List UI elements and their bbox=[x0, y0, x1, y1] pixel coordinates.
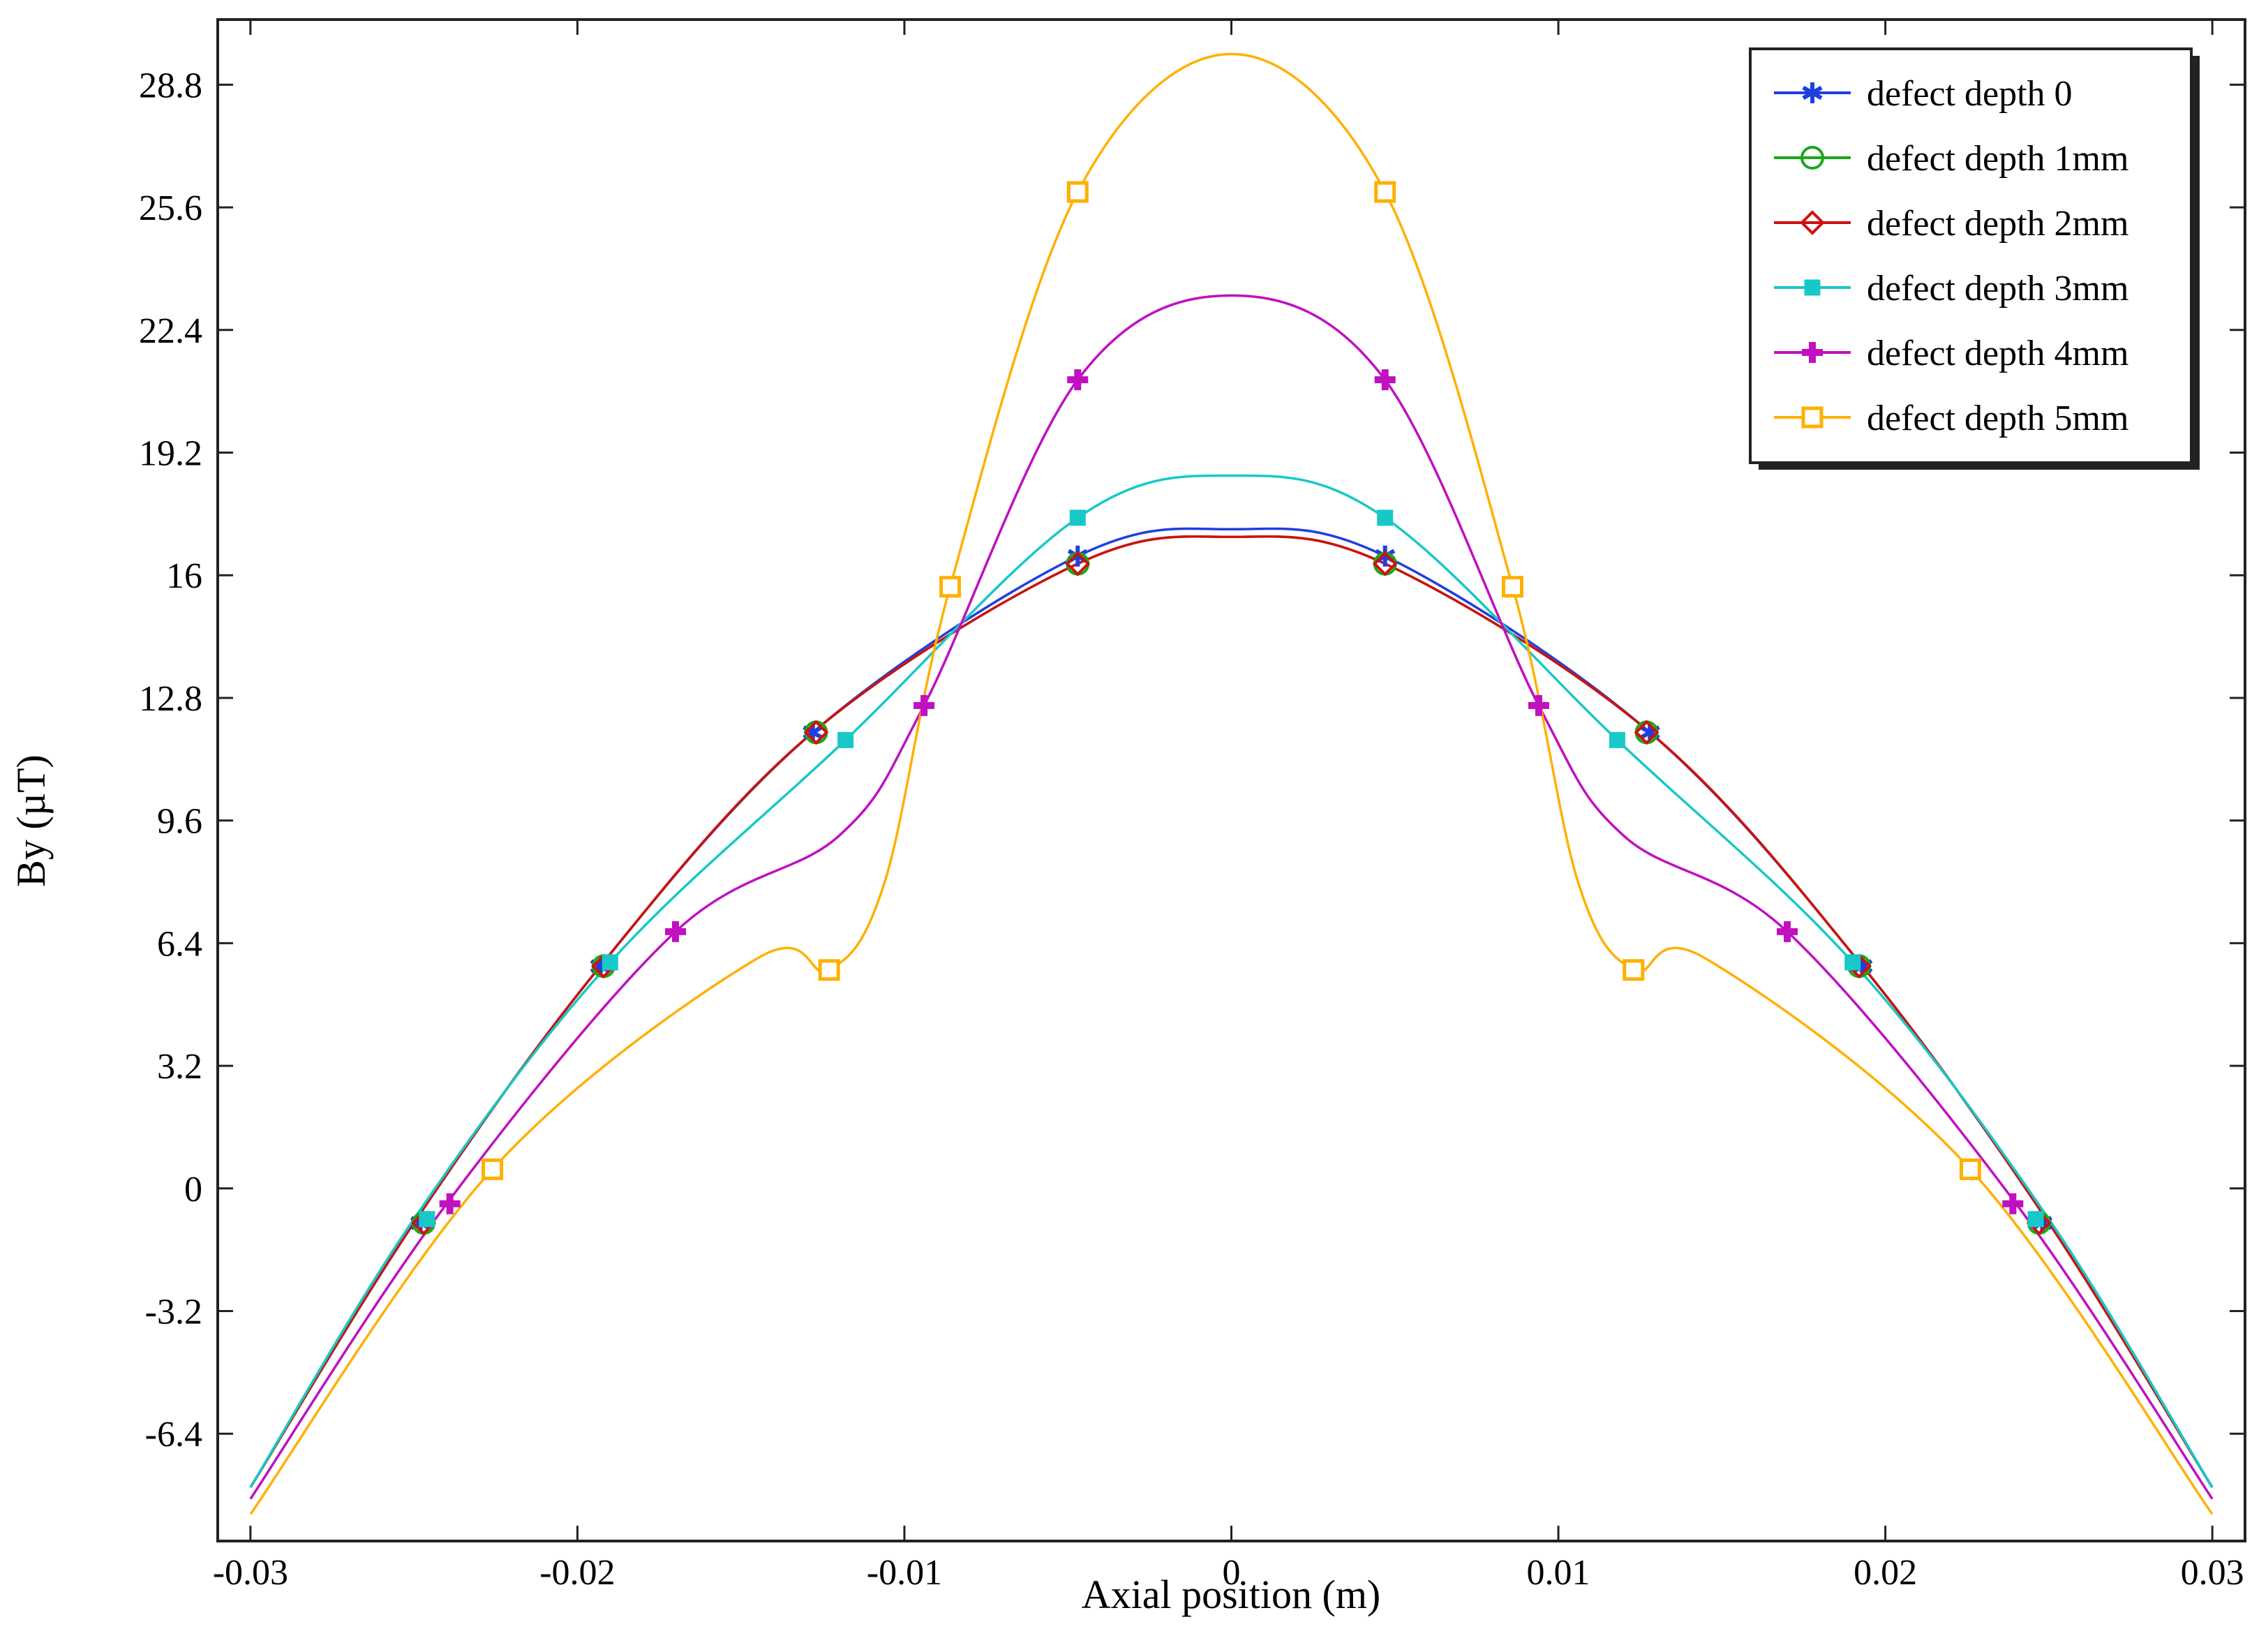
y-tick-label: 25.6 bbox=[139, 188, 202, 228]
legend-marker bbox=[1800, 146, 1824, 170]
y-tick-label: 16 bbox=[166, 556, 202, 596]
legend-item: defect depth 3mm bbox=[1774, 269, 2128, 308]
series-4-marker bbox=[1374, 369, 1396, 391]
legend-item: defect depth 0 bbox=[1774, 74, 2073, 114]
series-3-marker bbox=[1069, 509, 1086, 526]
legend-label: defect depth 2mm bbox=[1867, 204, 2128, 244]
series-line-0 bbox=[249, 527, 2214, 1489]
series-3-marker bbox=[602, 954, 618, 971]
legend: defect depth 0 defect depth 1mm defect dep… bbox=[1749, 47, 2200, 470]
series-5-marker bbox=[818, 959, 840, 981]
series-curves bbox=[249, 52, 2214, 1515]
series-2-marker bbox=[1065, 551, 1091, 576]
legend-marker bbox=[1804, 279, 1821, 296]
legend-item: defect depth 2mm bbox=[1774, 204, 2128, 244]
series-5-marker bbox=[939, 576, 962, 598]
x-tick-label: -0.03 bbox=[213, 1553, 288, 1593]
series-4-marker bbox=[1067, 369, 1089, 391]
series-4-marker bbox=[2002, 1193, 2024, 1214]
y-tick-label: 19.2 bbox=[139, 434, 202, 474]
legend-marker bbox=[1800, 210, 1825, 235]
series-5-marker bbox=[1066, 181, 1089, 203]
x-tick-label: 0.02 bbox=[1854, 1553, 1917, 1593]
legend-label: defect depth 4mm bbox=[1867, 334, 2128, 373]
legend-label: defect depth 1mm bbox=[1867, 139, 2128, 179]
legend-box bbox=[1749, 47, 2193, 464]
series-4-marker bbox=[664, 921, 686, 942]
series-3-marker bbox=[2027, 1211, 2044, 1228]
series-4-marker bbox=[1528, 694, 1549, 716]
series-line-1 bbox=[249, 535, 2214, 1489]
series-line-4 bbox=[249, 294, 2214, 1500]
series-3-marker bbox=[419, 1211, 435, 1228]
series-4-marker bbox=[1777, 921, 1798, 942]
series-line-2 bbox=[249, 535, 2214, 1489]
x-tick-label: 0.03 bbox=[2181, 1553, 2244, 1593]
legend-item: defect depth 4mm bbox=[1774, 334, 2128, 373]
series-2-marker bbox=[1634, 720, 1660, 745]
legend-item: defect depth 1mm bbox=[1774, 139, 2128, 179]
series-markers bbox=[410, 181, 2053, 1236]
y-tick-label: 6.4 bbox=[157, 924, 202, 964]
x-tick-label: 0.01 bbox=[1527, 1553, 1590, 1593]
series-2-marker bbox=[1372, 551, 1398, 576]
y-tick-label: 28.8 bbox=[139, 66, 202, 105]
x-axis-label: Axial position (m) bbox=[1082, 1572, 1381, 1617]
series-5-marker bbox=[1501, 576, 1523, 598]
y-tick-label: 0 bbox=[184, 1170, 202, 1210]
series-line-5 bbox=[249, 52, 2214, 1515]
legend-label: defect depth 0 bbox=[1867, 74, 2073, 114]
y-tick-label: 12.8 bbox=[139, 679, 202, 719]
series-4-marker bbox=[914, 694, 935, 716]
legend-label: defect depth 3mm bbox=[1867, 269, 2128, 308]
series-3-marker bbox=[1844, 954, 1861, 971]
y-axis: -6.4 -3.2 0 3.2 6.4 9.6 12.8 16 19.2 22.4 25.6 28.8 bbox=[139, 66, 2245, 1454]
y-tick-label: -3.2 bbox=[145, 1293, 202, 1332]
x-tick-label: -0.01 bbox=[867, 1553, 942, 1593]
series-4-marker bbox=[439, 1193, 461, 1214]
y-tick-label: 3.2 bbox=[157, 1047, 202, 1087]
y-axis-label: By (µT) bbox=[8, 754, 54, 887]
series-2-marker bbox=[803, 720, 829, 745]
series-5-marker bbox=[482, 1158, 504, 1180]
legend-marker bbox=[1802, 342, 1823, 363]
x-tick-label: -0.02 bbox=[539, 1553, 615, 1593]
series-5-marker bbox=[1374, 181, 1396, 203]
legend-marker bbox=[1802, 82, 1823, 103]
series-line-3 bbox=[249, 474, 2214, 1489]
series-3-marker bbox=[1609, 731, 1625, 748]
y-tick-label: 9.6 bbox=[157, 802, 202, 842]
x-axis: -0.03 -0.02 -0.01 0 0.01 0.02 0.03 bbox=[213, 20, 2244, 1593]
series-3-marker bbox=[837, 731, 854, 748]
legend-label: defect depth 5mm bbox=[1867, 399, 2128, 438]
x-tick-label: 0 bbox=[1223, 1553, 1241, 1593]
legend-item: defect depth 5mm bbox=[1774, 399, 2128, 438]
y-tick-label: -6.4 bbox=[145, 1415, 202, 1454]
series-3-marker bbox=[1377, 509, 1394, 526]
legend-marker bbox=[1801, 406, 1824, 429]
y-tick-label: 22.4 bbox=[139, 311, 202, 351]
series-5-marker bbox=[1959, 1158, 1981, 1180]
series-5-marker bbox=[1623, 959, 1645, 981]
